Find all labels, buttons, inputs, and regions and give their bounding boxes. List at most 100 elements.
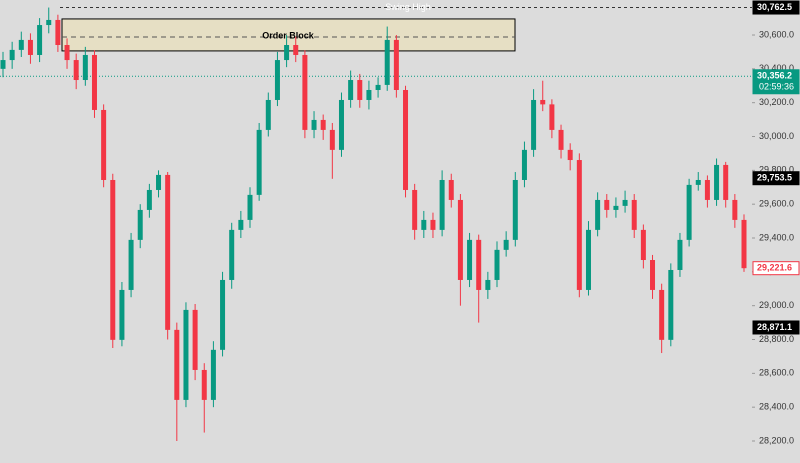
candle-body: [558, 129, 564, 150]
candle-body: [265, 99, 271, 130]
candle-body: [0, 60, 6, 69]
y-tick-label: 29,600.0: [759, 199, 794, 209]
candle-body: [165, 174, 171, 330]
candle-body: [668, 269, 674, 340]
price-label-box: [752, 69, 800, 95]
price-label-box: [752, 171, 800, 186]
candle-body: [384, 39, 390, 85]
candle-body: [9, 49, 15, 61]
price-label: 28,871.1: [757, 322, 792, 332]
candle-body: [229, 229, 235, 280]
candle-body: [595, 199, 601, 230]
candle-body: [329, 129, 335, 150]
candle-body: [659, 289, 665, 340]
candle-body: [476, 239, 482, 290]
candle-body: [585, 229, 591, 290]
candle-body: [704, 179, 710, 200]
candle-body: [521, 149, 527, 180]
candle-body: [457, 199, 463, 280]
candle-body: [540, 99, 546, 105]
candle-body: [686, 184, 692, 240]
price-label-box: [752, 320, 800, 335]
candle-body: [146, 189, 152, 210]
swing-high-label: Swing High: [385, 2, 431, 12]
candle-body: [348, 80, 354, 100]
y-tick-label: 28,800.0: [759, 334, 794, 344]
candle-body: [320, 119, 326, 130]
candle-body: [55, 19, 61, 45]
candle-body: [741, 219, 747, 269]
candle-body: [183, 309, 189, 400]
candle-body: [531, 99, 537, 150]
candle-body: [192, 309, 198, 370]
candle-body: [366, 89, 372, 100]
candle-body: [695, 179, 701, 185]
candle-body: [18, 39, 24, 50]
y-tick-label: 30,200.0: [759, 97, 794, 107]
candle-body: [284, 44, 290, 61]
candle-body: [256, 129, 262, 195]
candle-body: [311, 119, 317, 130]
candle-body: [338, 99, 344, 150]
candle-body: [650, 260, 656, 290]
candle-body: [723, 164, 729, 200]
candle-body: [375, 84, 381, 90]
candle-body: [640, 229, 646, 261]
candle-body: [210, 349, 216, 400]
candle-body: [576, 160, 582, 290]
y-tick-label: 28,200.0: [759, 435, 794, 445]
y-tick-label: 29,000.0: [759, 300, 794, 310]
candle-body: [238, 219, 244, 230]
candle-body: [27, 39, 33, 55]
price-label-box: [752, 261, 800, 276]
candle-body: [613, 205, 619, 210]
candle-body: [110, 179, 116, 340]
candle-body: [37, 25, 43, 55]
candle-body: [119, 289, 125, 340]
candle-body: [46, 19, 52, 26]
candle-body: [156, 174, 162, 190]
candle-body: [174, 329, 180, 400]
y-tick-label: 29,800.0: [759, 165, 794, 175]
candle-body: [91, 54, 97, 110]
candle-body: [393, 39, 399, 90]
candle-body: [631, 199, 637, 230]
y-tick-label: 30,000.0: [759, 131, 794, 141]
candle-body: [439, 179, 445, 230]
y-tick-label: 29,400.0: [759, 232, 794, 242]
candle-body: [201, 369, 207, 400]
candle-body: [302, 54, 308, 130]
candle-body: [247, 194, 253, 220]
candle-body: [293, 44, 299, 55]
y-tick-label: 28,400.0: [759, 402, 794, 412]
y-tick-label: 30,400.0: [759, 63, 794, 73]
order-block-label: Order Block: [262, 30, 315, 40]
candle-body: [73, 60, 79, 81]
price-countdown: 02:59:36: [759, 82, 794, 92]
candle-body: [622, 199, 628, 206]
candle-body: [604, 199, 610, 210]
candle-body: [357, 80, 363, 100]
price-label-box: [752, 0, 800, 15]
candle-body: [448, 179, 454, 200]
y-tick-label: 30,600.0: [759, 29, 794, 39]
candle-body: [677, 239, 683, 270]
candle-body: [494, 249, 500, 280]
candle-body: [430, 219, 436, 230]
candle-body: [732, 199, 738, 220]
price-label: 30,356.2: [757, 71, 792, 81]
candle-body: [82, 54, 88, 81]
candle-body: [467, 239, 473, 280]
candle-body: [64, 44, 70, 61]
candle-body: [503, 239, 509, 250]
candle-body: [137, 209, 143, 240]
candle-body: [485, 279, 491, 290]
candle-body: [714, 164, 720, 200]
candle-body: [421, 219, 427, 230]
price-label: 30,762.5: [757, 2, 792, 12]
candle-body: [101, 109, 107, 180]
candle-body: [403, 89, 409, 190]
candle-body: [128, 239, 134, 290]
